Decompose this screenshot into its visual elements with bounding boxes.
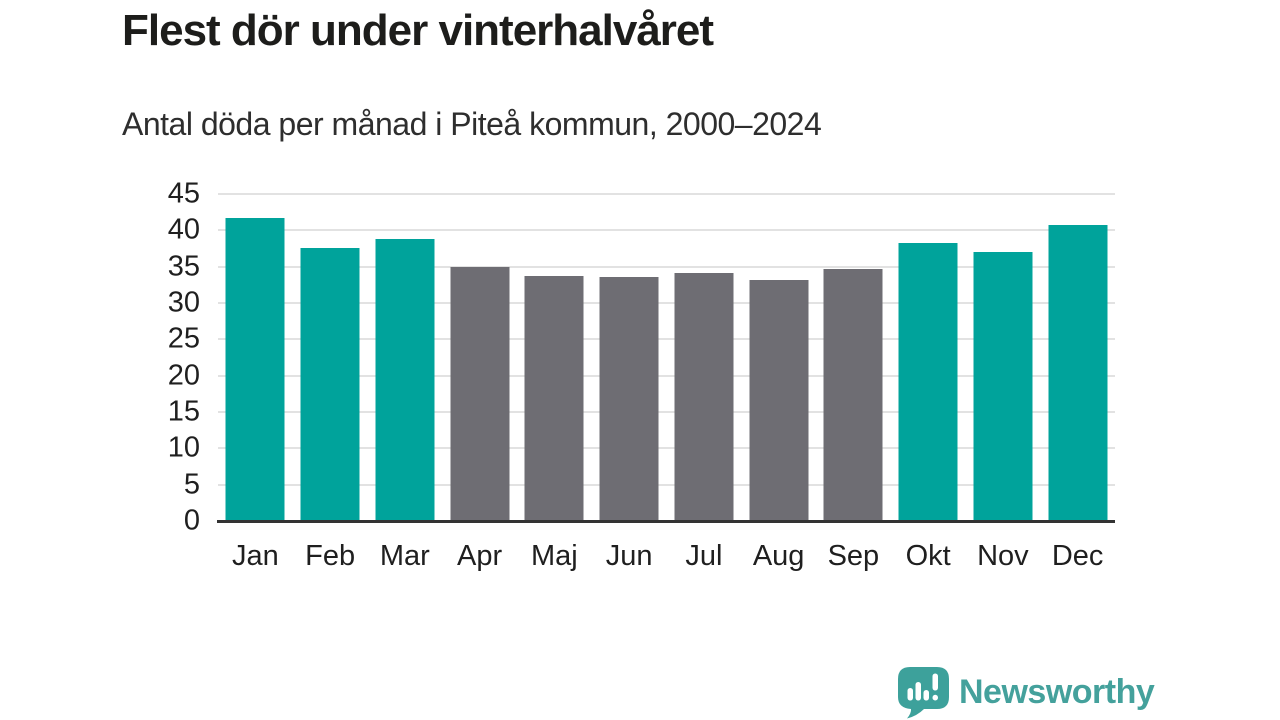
x-tick-label-maj: Maj (531, 540, 578, 572)
chart-title: Flest dör under vinterhalvåret (122, 6, 714, 55)
bar-apr (450, 266, 510, 521)
y-tick-label-45: 45 (167, 177, 200, 210)
x-tick-label-jan: Jan (231, 540, 279, 572)
gridline-20 (218, 374, 1115, 377)
bar-feb (300, 247, 360, 521)
x-tick-label-sep: Sep (827, 540, 880, 572)
bar-slot-mar (368, 194, 443, 521)
y-tick-label-15: 15 (167, 395, 200, 428)
gridline-30 (218, 302, 1115, 304)
gridline-35 (218, 265, 1115, 268)
newsworthy-speech-bubble-icon (898, 667, 949, 719)
bar-maj (524, 276, 584, 521)
bar-slot-jun (592, 194, 667, 521)
bar-okt (898, 242, 958, 521)
bar-jan (225, 217, 285, 521)
x-axis-line (217, 520, 1115, 523)
bar-slot-maj (517, 194, 592, 521)
y-tick-label-40: 40 (167, 213, 200, 246)
bar-jul (674, 273, 734, 521)
y-tick-label-25: 25 (167, 322, 200, 355)
bar-slot-okt (891, 194, 966, 521)
bar-slot-dec (1040, 194, 1115, 521)
bar-slot-apr (442, 194, 517, 521)
bar-aug (749, 280, 809, 521)
gridline-45 (218, 193, 1115, 195)
bar-nov (973, 252, 1033, 521)
gridline-5 (218, 483, 1115, 486)
bar-jun (599, 276, 659, 521)
bar-sep (823, 268, 883, 521)
plot-area (218, 193, 1115, 521)
y-axis-labels: 45 40 35 30 25 20 15 10 5 0 (118, 179, 200, 535)
gridline-15 (218, 411, 1115, 413)
y-tick-label-10: 10 (167, 431, 200, 464)
x-tick-label-dec: Dec (1051, 540, 1104, 572)
x-axis-labels: Jan Feb Mar Apr Maj Jun Jul Aug Sep Okt Nov Dec (218, 540, 1115, 573)
x-tick-label-jul: Jul (685, 540, 723, 572)
bar-slot-feb (293, 194, 368, 521)
bar-mar (375, 239, 435, 521)
newsworthy-logo-text: Newsworthy (959, 673, 1155, 711)
bar-slot-nov (966, 194, 1041, 521)
gridline-40 (218, 229, 1115, 232)
y-tick-label-35: 35 (167, 250, 200, 283)
x-tick-label-nov: Nov (977, 540, 1029, 572)
chart-subtitle: Antal döda per månad i Piteå kommun, 200… (122, 106, 822, 142)
x-tick-label-okt: Okt (905, 540, 951, 572)
newsworthy-logo: Newsworthy (897, 666, 1155, 719)
bar-slot-jul (667, 194, 742, 521)
bars (218, 194, 1115, 521)
x-tick-label-jun: Jun (605, 540, 653, 572)
gridline-25 (218, 338, 1115, 341)
x-tick-label-aug: Aug (752, 540, 805, 572)
bar-slot-sep (816, 194, 891, 521)
y-tick-label-30: 30 (167, 286, 200, 319)
x-tick-label-mar: Mar (379, 540, 430, 572)
x-tick-label-apr: Apr (457, 540, 503, 572)
x-tick-label-feb: Feb (305, 540, 356, 572)
y-tick-label-0: 0 (183, 504, 200, 537)
y-tick-label-20: 20 (167, 359, 200, 392)
bar-slot-aug (741, 194, 816, 521)
y-tick-label-5: 5 (183, 468, 200, 501)
bar-slot-jan (218, 194, 293, 521)
bar-dec (1048, 225, 1108, 521)
gridline-10 (218, 447, 1115, 450)
